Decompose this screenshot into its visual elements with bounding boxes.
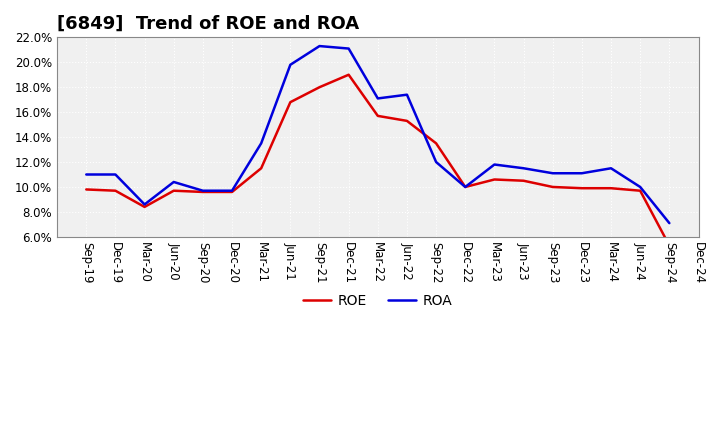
ROA bbox=[228, 188, 236, 193]
ROE bbox=[199, 189, 207, 194]
ROE bbox=[636, 188, 644, 193]
ROA bbox=[199, 188, 207, 193]
ROA bbox=[286, 62, 294, 67]
ROE bbox=[577, 186, 586, 191]
ROA bbox=[461, 184, 469, 190]
ROA bbox=[111, 172, 120, 177]
ROE bbox=[140, 204, 149, 209]
ROA bbox=[315, 44, 324, 49]
Line: ROE: ROE bbox=[86, 75, 670, 246]
ROE bbox=[344, 72, 353, 77]
Line: ROA: ROA bbox=[86, 46, 670, 223]
ROE bbox=[490, 177, 499, 182]
ROA bbox=[490, 162, 499, 167]
Legend: ROE, ROA: ROE, ROA bbox=[297, 289, 458, 314]
ROE bbox=[257, 165, 266, 171]
ROE bbox=[665, 243, 674, 248]
ROE bbox=[402, 118, 411, 124]
ROA bbox=[432, 159, 441, 165]
ROE bbox=[432, 141, 441, 146]
ROA bbox=[140, 202, 149, 207]
Text: [6849]  Trend of ROE and ROA: [6849] Trend of ROE and ROA bbox=[57, 15, 359, 33]
ROA bbox=[577, 171, 586, 176]
ROA bbox=[82, 172, 91, 177]
ROE bbox=[549, 184, 557, 190]
ROA bbox=[636, 184, 644, 190]
ROA bbox=[344, 46, 353, 51]
ROE bbox=[111, 188, 120, 193]
ROE bbox=[519, 178, 528, 183]
ROE bbox=[315, 84, 324, 90]
ROA bbox=[549, 171, 557, 176]
ROE bbox=[374, 113, 382, 118]
ROA bbox=[169, 180, 178, 185]
ROA bbox=[665, 220, 674, 226]
ROE bbox=[607, 186, 616, 191]
ROE bbox=[461, 184, 469, 190]
ROA bbox=[374, 96, 382, 101]
ROA bbox=[257, 141, 266, 146]
ROA bbox=[402, 92, 411, 97]
ROA bbox=[607, 165, 616, 171]
ROE bbox=[82, 187, 91, 192]
ROE bbox=[286, 99, 294, 105]
ROA bbox=[519, 165, 528, 171]
ROE bbox=[169, 188, 178, 193]
ROE bbox=[228, 189, 236, 194]
